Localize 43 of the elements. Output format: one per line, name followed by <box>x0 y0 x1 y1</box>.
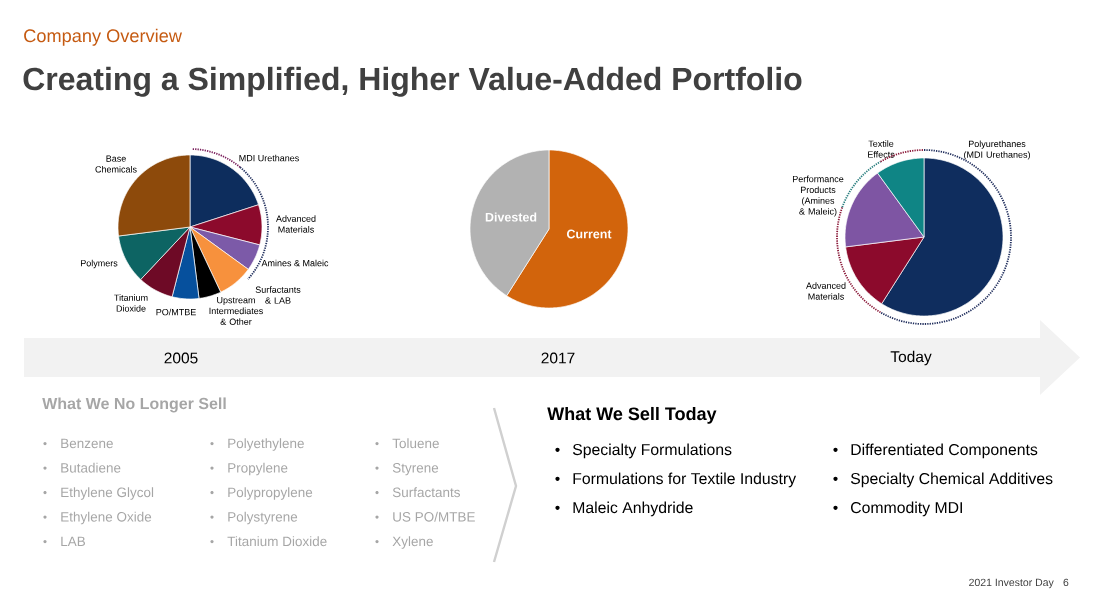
text: Polyethylene <box>228 438 304 451</box>
text: Ethylene Oxide <box>61 511 152 525</box>
text: 2005 <box>164 352 198 364</box>
text: Creating a Simplified, Higher Value-Added Portfolio <box>23 66 802 97</box>
slice-label: Base Chemicals <box>95 155 137 173</box>
text: Butadiene <box>61 462 121 473</box>
text: Ethylene Glycol <box>61 487 154 500</box>
text: Specialty Chemical Additives <box>850 472 1053 488</box>
slice-label: Amines & Maleic <box>261 259 329 267</box>
text: LAB <box>61 536 86 547</box>
text: Formulations for Textile Industry <box>573 472 797 488</box>
text: Titanium Dioxide <box>227 536 327 547</box>
slice-label: MDI Urethanes <box>239 154 299 162</box>
text: What We No Longer Sell <box>42 397 226 413</box>
slice-label: PO/MTBE <box>156 308 196 316</box>
text: 2021 Investor Day <box>969 578 1054 589</box>
text: Maleic Anhydride <box>573 501 693 517</box>
slice-label: Textile Effects <box>868 140 895 158</box>
slice-label: Divested <box>485 212 537 222</box>
text: Propylene <box>228 462 288 476</box>
text: Specialty Formulations <box>572 443 732 459</box>
text: Differentiated Components <box>851 443 1038 459</box>
text: Toluene <box>392 438 439 449</box>
slice-label: Advanced Materials <box>276 215 316 233</box>
slice-label: Performance Products (Amines & Maleic) <box>792 175 844 217</box>
slice-label: Titanium Dioxide <box>114 294 148 312</box>
text: What We Sell Today <box>547 406 717 424</box>
slice-label: Polyurethanes (MDI Urethanes) <box>964 140 1030 160</box>
text: Commodity MDI <box>851 501 962 517</box>
text: Company Overview <box>24 28 183 46</box>
text: Benzene <box>61 438 113 449</box>
text: 6 <box>1063 578 1069 587</box>
text: Surfactants <box>392 487 460 498</box>
slice-label: Current <box>566 229 612 239</box>
text: 2017 <box>541 352 575 364</box>
text: US PO/MTBE <box>393 511 475 522</box>
text: Polypropylene <box>228 487 313 500</box>
text: Polystyrene <box>228 511 298 525</box>
text: Styrene <box>392 463 439 476</box>
text: Xylene <box>392 536 433 549</box>
slice-label: Polymers <box>80 259 118 269</box>
text: Today <box>890 350 932 366</box>
slice-label: Advanced Materials <box>806 282 846 300</box>
